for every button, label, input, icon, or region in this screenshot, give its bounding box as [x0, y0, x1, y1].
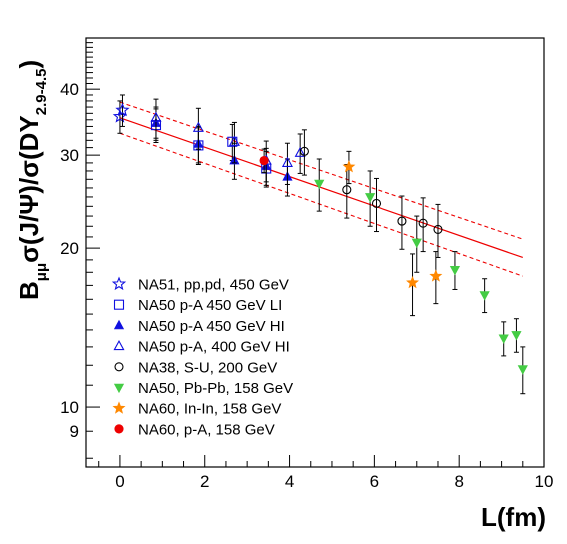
data-point — [479, 291, 490, 301]
data-point — [342, 185, 352, 195]
data-point — [294, 146, 306, 157]
data-point — [449, 265, 461, 276]
x-tick-label: 0 — [115, 472, 124, 491]
y-title-sub: 2.9-4.5 — [33, 69, 50, 116]
data-point — [228, 135, 240, 146]
data-point — [365, 193, 376, 203]
axis-layer: 0 2 4 6 8 10 9 10 20 30 40 — [60, 42, 554, 491]
legend-marker — [114, 424, 124, 434]
y-tick-label: 30 — [60, 146, 79, 165]
data-point — [411, 238, 422, 249]
fit-band-lower — [119, 132, 523, 277]
plot-frame — [85, 37, 545, 468]
x-tick-label: 8 — [454, 472, 463, 491]
legend-label: NA51, pp,pd, 450 GeV — [138, 277, 289, 294]
legend-marker — [113, 299, 125, 310]
series-0 — [112, 94, 130, 134]
legend-marker — [113, 383, 125, 394]
legend-marker — [112, 401, 126, 414]
y-tick-label: 10 — [60, 398, 79, 417]
data-point — [259, 155, 269, 166]
series-2 — [150, 106, 293, 197]
data-point — [511, 331, 522, 341]
data-point — [517, 365, 528, 375]
legend-marker — [111, 276, 127, 291]
y-tick-label: 9 — [70, 422, 79, 441]
data-point — [314, 179, 325, 190]
data-point — [342, 160, 356, 173]
y-title-suffix: ) — [14, 60, 44, 69]
data-point — [115, 102, 130, 117]
series-6 — [342, 150, 443, 317]
x-axis-title: L(fm) — [481, 502, 546, 532]
legend-entry: NA51, pp,pd, 450 GeV — [111, 276, 289, 294]
data-point — [406, 275, 420, 289]
legend-entry: NA50 p-A 450 GeV HI — [113, 318, 285, 335]
legend-marker — [113, 339, 125, 351]
data-point — [112, 109, 128, 123]
series-7 — [259, 148, 269, 174]
data-point — [397, 216, 407, 226]
legend-marker — [113, 319, 125, 330]
series-3 — [150, 98, 306, 185]
data-point — [429, 269, 443, 282]
series-4 — [299, 129, 443, 258]
x-tick-label: 10 — [535, 472, 554, 491]
data-point — [299, 146, 309, 156]
legend: NA51, pp,pd, 450 GeV NA50 p-A 450 GeV LI N… — [111, 276, 293, 438]
legend-entry: NA50 p-A, 400 GeV HI — [113, 339, 290, 356]
fit-layer — [119, 101, 523, 277]
legend-marker — [114, 362, 124, 372]
data-layer — [112, 94, 528, 395]
legend-label: NA60, In-In, 158 GeV — [138, 401, 281, 418]
svg-text:Bμμσ(J/Ψ)/σ(DY2.9-4.5): Bμμσ(J/Ψ)/σ(DY2.9-4.5) — [14, 60, 50, 300]
fit-band-upper — [119, 101, 523, 240]
data-point — [371, 198, 382, 209]
y-tick-label: 20 — [60, 239, 79, 258]
x-tick-label: 6 — [370, 472, 379, 491]
legend-entry: NA50, Pb-Pb, 158 GeV — [113, 380, 293, 397]
series-1 — [150, 108, 272, 188]
data-point — [150, 111, 162, 122]
data-point — [418, 218, 428, 228]
x-tick-label: 4 — [285, 472, 294, 491]
data-point — [281, 156, 293, 167]
legend-entry: NA60, In-In, 158 GeV — [112, 401, 281, 418]
y-tick-label: 40 — [60, 80, 79, 99]
legend-entry: NA60, p-A, 158 GeV — [114, 421, 275, 438]
y-title-prefix: B — [14, 281, 44, 300]
legend-entry: NA38, S-U, 200 GeV — [114, 359, 277, 376]
legend-label: NA50, Pb-Pb, 158 GeV — [138, 380, 293, 397]
data-point — [433, 224, 443, 234]
y-title-prefix-sub: μμ — [33, 263, 50, 281]
data-point — [192, 121, 204, 132]
data-point — [498, 334, 509, 344]
legend-label: NA50 p-A, 400 GeV HI — [138, 339, 290, 356]
y-title-main: σ(J/Ψ)/σ(DY — [14, 115, 44, 263]
series-5 — [314, 158, 528, 395]
legend-label: NA60, p-A, 158 GeV — [138, 421, 275, 438]
legend-label: NA50 p-A 450 GeV HI — [138, 318, 285, 335]
legend-label: NA50 p-A 450 GeV LI — [138, 297, 282, 314]
legend-entry: NA50 p-A 450 GeV LI — [113, 297, 282, 314]
fit-line — [119, 117, 523, 259]
x-tick-label: 2 — [200, 472, 209, 491]
legend-label: NA38, S-U, 200 GeV — [138, 359, 277, 376]
y-axis-title: Bμμσ(J/Ψ)/σ(DY2.9-4.5) — [14, 60, 50, 300]
